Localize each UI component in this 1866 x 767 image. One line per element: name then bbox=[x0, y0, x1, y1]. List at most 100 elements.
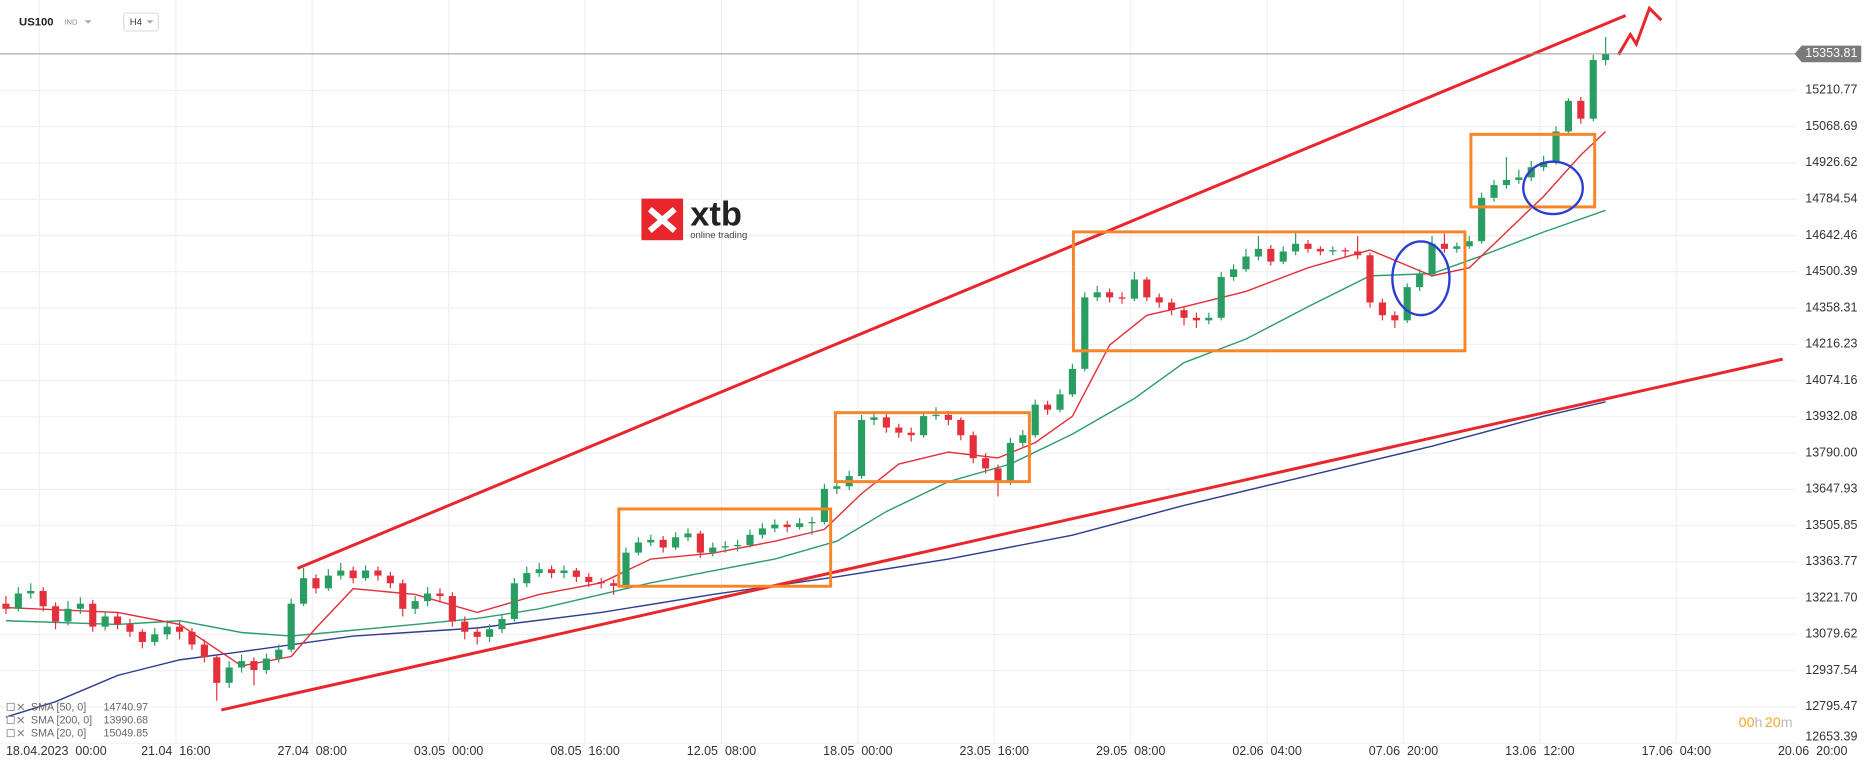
y-tick-label: 14926.62 bbox=[1805, 155, 1857, 169]
consolidation-box bbox=[1071, 230, 1467, 353]
highlight-ellipse bbox=[1522, 160, 1584, 216]
market-caret[interactable] bbox=[84, 20, 92, 24]
candle-body bbox=[1602, 53, 1610, 60]
candle-body bbox=[659, 539, 667, 548]
consolidation-box bbox=[833, 411, 1031, 484]
candle-body bbox=[299, 578, 308, 604]
lower-trendline bbox=[221, 357, 1784, 712]
legend-remove[interactable] bbox=[17, 716, 25, 724]
logo-x bbox=[647, 207, 677, 233]
y-tick-label: 12937.54 bbox=[1805, 663, 1857, 677]
legend: SMA [50, 0] 14740.97 SMA [200, 0] 13990.68 S… bbox=[6, 701, 149, 740]
timeframe-button[interactable] bbox=[123, 12, 159, 32]
candle-body bbox=[746, 534, 754, 545]
y-tick-label: 14642.46 bbox=[1805, 228, 1857, 242]
candle-body bbox=[362, 570, 370, 579]
candle-body bbox=[721, 546, 729, 548]
candle-body bbox=[213, 657, 221, 683]
candle-body bbox=[424, 593, 432, 602]
candle-body bbox=[175, 626, 184, 632]
candle-body bbox=[1168, 302, 1176, 311]
candle-body bbox=[312, 578, 320, 589]
candle-body bbox=[64, 608, 72, 622]
y-tick-label: 12653.39 bbox=[1805, 730, 1857, 744]
candle-body bbox=[27, 590, 35, 594]
candle-body bbox=[1564, 100, 1573, 132]
y-tick-label: 14500.39 bbox=[1805, 264, 1857, 278]
candle-body bbox=[250, 661, 258, 671]
upper-trendline bbox=[296, 14, 1627, 570]
x-tick-label: 03.05 00:00 bbox=[414, 744, 484, 758]
sma-line bbox=[5, 401, 1606, 718]
legend-icon[interactable] bbox=[6, 729, 15, 738]
candle-body bbox=[1217, 276, 1225, 318]
candle-body bbox=[833, 486, 841, 489]
bar-timer: 00h 20m bbox=[1739, 715, 1793, 731]
candle-body bbox=[51, 606, 60, 622]
candle-body bbox=[275, 649, 283, 659]
x-tick-label: 23.05 16:00 bbox=[960, 744, 1030, 758]
last-price-tag bbox=[1794, 45, 1862, 63]
candle-body bbox=[1341, 250, 1349, 252]
candle-body bbox=[622, 552, 630, 586]
candle-body bbox=[39, 590, 47, 607]
legend-remove[interactable] bbox=[17, 729, 25, 737]
candle-body bbox=[1329, 250, 1337, 252]
legend-icon[interactable] bbox=[6, 702, 15, 711]
candle-body bbox=[163, 626, 171, 635]
candle-body bbox=[994, 468, 1002, 482]
candle-body bbox=[287, 603, 295, 650]
candle-body bbox=[796, 523, 804, 528]
y-tick-label: 14784.54 bbox=[1805, 192, 1857, 206]
candle-body bbox=[1106, 292, 1114, 298]
y-tick-label: 13363.77 bbox=[1805, 554, 1857, 568]
candle-body bbox=[1453, 246, 1461, 249]
candle-body bbox=[126, 624, 134, 632]
candle-body bbox=[684, 533, 692, 538]
legend-name: SMA [200, 0] bbox=[31, 714, 92, 726]
candle-body bbox=[734, 544, 742, 547]
candle-body bbox=[1230, 269, 1238, 277]
highlight-ellipse bbox=[1391, 240, 1451, 317]
candle-body bbox=[262, 658, 270, 671]
candle-body bbox=[200, 644, 208, 658]
candle-body bbox=[572, 570, 580, 577]
candle-body bbox=[1428, 243, 1436, 275]
x-tick-label: 08.05 16:00 bbox=[550, 744, 620, 758]
candle-body bbox=[1254, 248, 1262, 257]
y-tick-label: 13079.62 bbox=[1805, 627, 1857, 641]
x-tick-label: 18.04.2023 00:00 bbox=[6, 744, 107, 758]
candle-body bbox=[436, 593, 444, 597]
candle-body bbox=[1242, 256, 1250, 270]
candle-body bbox=[101, 616, 109, 627]
candle-body bbox=[1081, 297, 1089, 369]
y-tick-label: 13790.00 bbox=[1805, 445, 1857, 459]
candle-body bbox=[486, 629, 494, 637]
candle-body bbox=[858, 419, 866, 477]
legend-value: 14740.97 bbox=[104, 701, 149, 713]
candle-body bbox=[1540, 162, 1548, 168]
candle-body bbox=[982, 458, 990, 469]
candle-body bbox=[374, 570, 382, 576]
candle-body bbox=[783, 524, 791, 528]
x-tick-label: 29.05 08:00 bbox=[1096, 744, 1166, 758]
timer-h: h bbox=[1755, 715, 1763, 731]
y-tick-label: 12795.47 bbox=[1805, 699, 1857, 713]
grid bbox=[0, 0, 1797, 744]
projection-zigzag bbox=[1617, 5, 1663, 56]
y-tick-label: 14216.23 bbox=[1805, 337, 1857, 351]
candle-body bbox=[709, 547, 717, 553]
candle-body bbox=[1192, 317, 1200, 321]
candle-body bbox=[696, 533, 704, 553]
legend-name: SMA [20, 0] bbox=[31, 728, 86, 740]
legend-name: SMA [50, 0] bbox=[31, 701, 86, 713]
legend-remove[interactable] bbox=[17, 703, 25, 711]
candle-body bbox=[1093, 292, 1101, 298]
legend-icon[interactable] bbox=[6, 715, 15, 725]
candle-body bbox=[349, 570, 357, 579]
candle-body bbox=[498, 619, 506, 630]
sma-line bbox=[5, 131, 1607, 667]
header: US100 IND H4 bbox=[19, 12, 159, 32]
candle-body bbox=[473, 631, 481, 637]
